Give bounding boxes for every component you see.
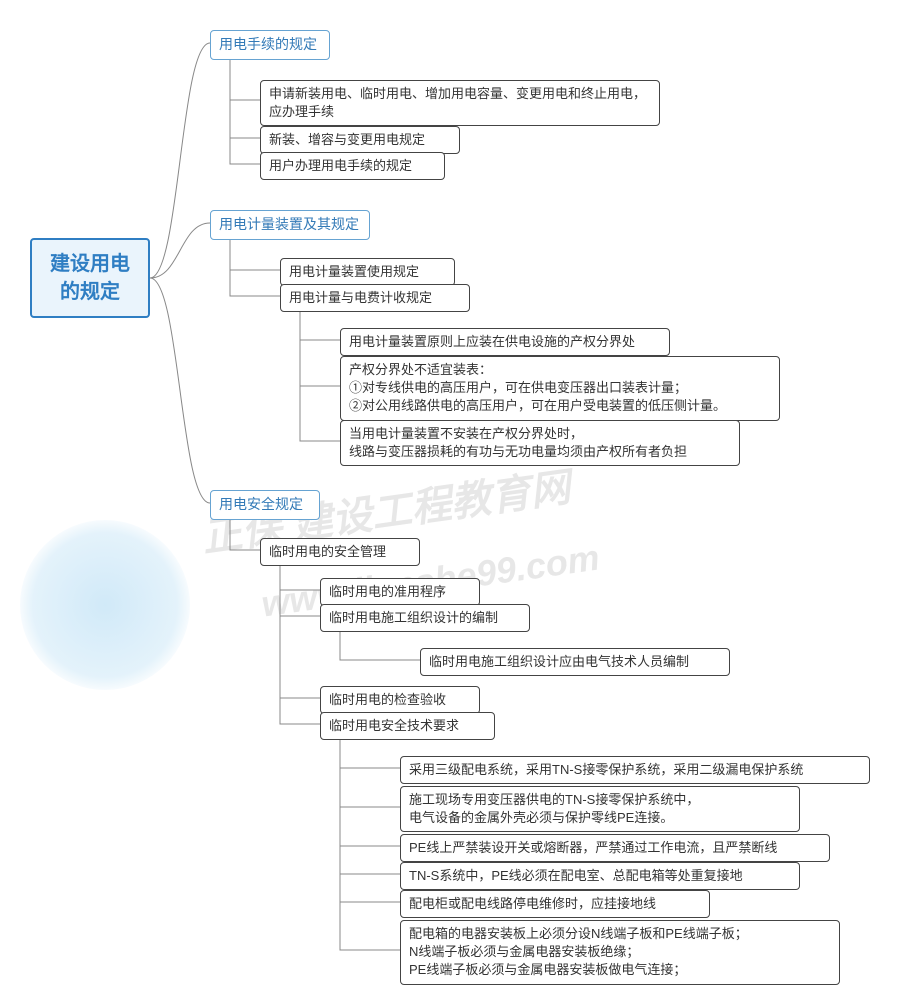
node-b2c: 当用电计量装置不安装在产权分界处时， 线路与变压器损耗的有功与无功电量均须由产权… (340, 420, 740, 466)
edge-b-b1 (230, 236, 280, 270)
edge-root-a (150, 43, 210, 278)
edge-a-a3 (230, 56, 260, 164)
node-c1: 临时用电的安全管理 (260, 538, 420, 566)
edge-b2-b2c (300, 308, 340, 441)
node-c1b1: 临时用电施工组织设计应由电气技术人员编制 (420, 648, 730, 676)
node-a2: 新装、增容与变更用电规定 (260, 126, 460, 154)
node-c1d2: 施工现场专用变压器供电的TN-S接零保护系统中， 电气设备的金属外壳必须与保护零… (400, 786, 800, 832)
node-c1a: 临时用电的准用程序 (320, 578, 480, 606)
edge-c1-c1c (280, 562, 320, 698)
node-c1d3: PE线上严禁装设开关或熔断器，严禁通过工作电流，且严禁断线 (400, 834, 830, 862)
node-c1d6: 配电箱的电器安装板上必须分设N线端子板和PE线端子板； N线端子板必须与金属电器… (400, 920, 840, 985)
edge-c-c1 (230, 516, 260, 550)
node-c: 用电安全规定 (210, 490, 320, 520)
node-b1: 用电计量装置使用规定 (280, 258, 455, 286)
edge-b2-b2b (300, 308, 340, 386)
node-c1d1: 采用三级配电系统，采用TN-S接零保护系统，采用二级漏电保护系统 (400, 756, 870, 784)
edge-root-c (150, 278, 210, 503)
node-root: 建设用电 的规定 (30, 238, 150, 318)
node-b2b: 产权分界处不适宜装表： ①对专线供电的高压用户，可在供电变压器出口装表计量； ②… (340, 356, 780, 421)
node-b2: 用电计量与电费计收规定 (280, 284, 470, 312)
node-b2a: 用电计量装置原则上应装在供电设施的产权分界处 (340, 328, 670, 356)
watermark-circle (20, 520, 190, 690)
edge-c1-c1d (280, 562, 320, 724)
edge-b-b2 (230, 236, 280, 296)
edge-c1b-c1b1 (340, 628, 420, 660)
edge-c1d-c1d4 (340, 736, 400, 874)
node-c1b: 临时用电施工组织设计的编制 (320, 604, 530, 632)
node-c1d5: 配电柜或配电线路停电维修时，应挂接地线 (400, 890, 710, 918)
edge-c1-c1a (280, 562, 320, 590)
node-a3: 用户办理用电手续的规定 (260, 152, 445, 180)
edge-b2-b2a (300, 308, 340, 340)
node-c1d4: TN-S系统中，PE线必须在配电室、总配电箱等处重复接地 (400, 862, 800, 890)
node-b: 用电计量装置及其规定 (210, 210, 370, 240)
edge-c1d-c1d2 (340, 736, 400, 807)
edge-a-a1 (230, 56, 260, 100)
edge-c1d-c1d6 (340, 736, 400, 950)
edge-c1d-c1d5 (340, 736, 400, 902)
edge-c1d-c1d1 (340, 736, 400, 768)
node-a: 用电手续的规定 (210, 30, 330, 60)
edge-root-b (150, 223, 210, 278)
edge-c1d-c1d3 (340, 736, 400, 846)
node-c1d: 临时用电安全技术要求 (320, 712, 495, 740)
edge-c1-c1b (280, 562, 320, 616)
edge-a-a2 (230, 56, 260, 138)
node-c1c: 临时用电的检查验收 (320, 686, 480, 714)
node-a1: 申请新装用电、临时用电、增加用电容量、变更用电和终止用电， 应办理手续 (260, 80, 660, 126)
